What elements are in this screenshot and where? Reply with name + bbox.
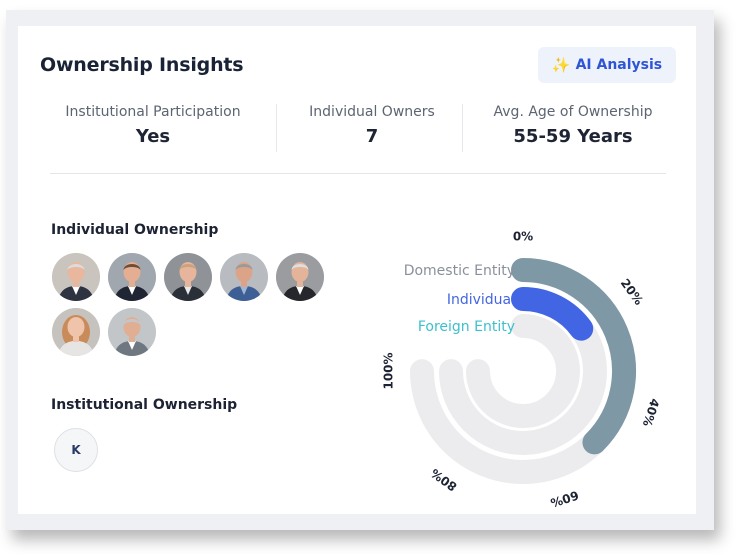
owner-avatar[interactable] [164,253,212,301]
section-divider [50,173,666,174]
chart-series-label: Domestic Entity [404,263,515,279]
stat-label: Avg. Age of Ownership [493,104,653,120]
owner-avatar[interactable] [276,253,324,301]
stats-row: Institutional Participation Yes Individu… [48,104,666,152]
chart-track [466,314,580,428]
chart-series-label: Foreign Entity [418,319,515,335]
stat-divider [276,104,277,152]
ai-analysis-button[interactable]: ✨ AI Analysis [538,47,676,83]
ownership-insights-card: Ownership Insights ✨ AI Analysis Institu… [18,26,696,514]
stat-value: 7 [365,126,379,147]
chart-tick-label: 0% [513,230,533,244]
card-title: Ownership Insights [40,54,244,76]
stat-avg-age: Avg. Age of Ownership 55-59 Years [480,104,666,147]
chart-series-label: Individual [447,292,515,308]
stat-institutional-participation: Institutional Participation Yes [48,104,258,147]
chart-bar-0 [511,258,636,455]
owner-avatar[interactable] [220,253,268,301]
chart-tick-label: 100% [382,352,396,389]
chart-tick-label: 80% [428,466,459,494]
ownership-radial-chart: Domestic Entity Individual Foreign Entity 0… [382,230,662,510]
stat-label: Institutional Participation [65,104,241,120]
sparkle-icon: ✨ [551,56,571,74]
owner-avatar[interactable] [52,253,100,301]
chart-tick-label: 20% [618,276,646,307]
chart-tick-label: 60% [549,488,581,510]
institutional-ownership-title: Institutional Ownership [51,397,238,413]
stat-value: Yes [135,126,171,147]
individual-ownership-title: Individual Ownership [51,222,219,238]
owner-avatar[interactable] [108,253,156,301]
chart-bar-1 [511,287,594,341]
ai-analysis-label: AI Analysis [575,57,663,73]
stat-label: Individual Owners [309,104,435,120]
chart-tick-label: 40% [640,397,662,429]
owner-avatar[interactable] [108,308,156,356]
institution-badge[interactable]: K [54,428,98,472]
stat-divider [462,104,463,152]
stat-individual-owners: Individual Owners 7 [292,104,452,147]
owner-avatar[interactable] [52,308,100,356]
stat-value: 55-59 Years [513,126,633,147]
